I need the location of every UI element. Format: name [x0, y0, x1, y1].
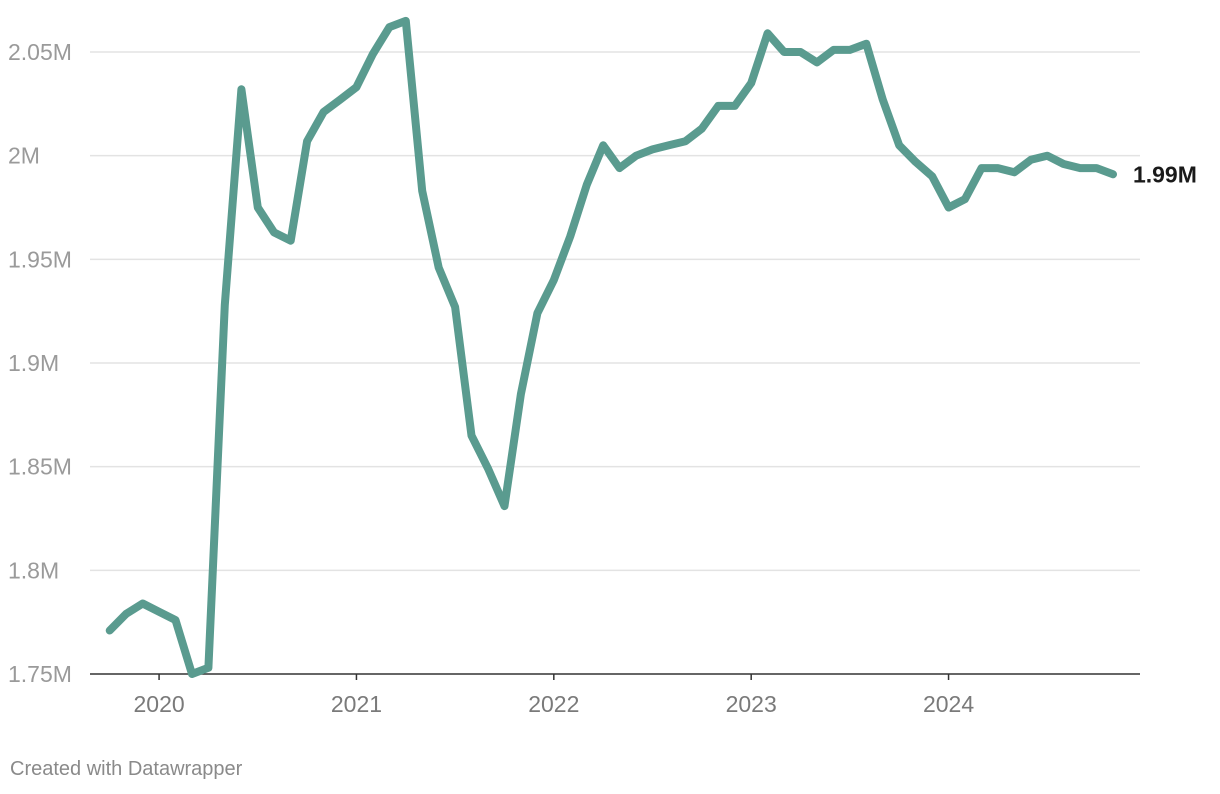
end-value-label: 1.99M	[1133, 161, 1197, 187]
y-tick-label: 2.05M	[8, 39, 72, 65]
x-tick-label: 2024	[923, 691, 974, 717]
x-tick-label: 2021	[331, 691, 382, 717]
series-line	[105, 16, 1117, 678]
y-tick-label: 1.95M	[8, 246, 72, 272]
y-axis: 1.75M 1.8M 1.85M 1.9M 1.95M 2M 2.05M	[8, 39, 72, 687]
end-labels: 1.99M	[1133, 161, 1197, 187]
x-tick-label: 2022	[528, 691, 579, 717]
x-tick-label: 2020	[133, 691, 184, 717]
credit-text: Created with Datawrapper	[10, 758, 243, 780]
series-group	[105, 16, 1117, 678]
x-axis: 2020 2021 2022 2023 2024	[133, 674, 974, 717]
y-tick-label: 1.8M	[8, 557, 59, 583]
y-tick-label: 1.85M	[8, 454, 72, 480]
y-tick-label: 1.75M	[8, 661, 72, 687]
x-tick-label: 2023	[726, 691, 777, 717]
y-tick-label: 2M	[8, 143, 40, 169]
y-tick-label: 1.9M	[8, 350, 59, 376]
